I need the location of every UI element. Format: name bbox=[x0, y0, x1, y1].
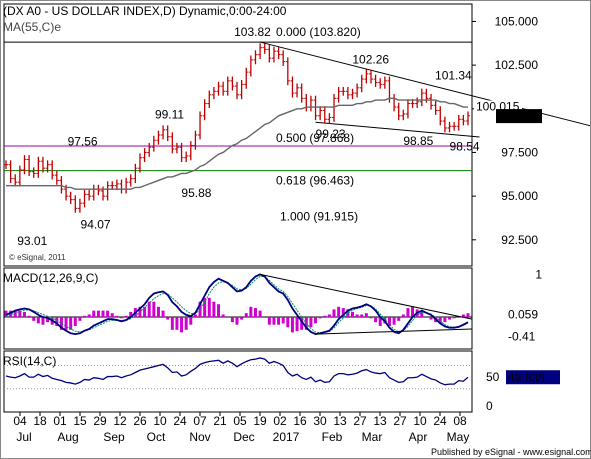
x-tick-label: 21 bbox=[213, 414, 227, 428]
annotation-label-9: 95.88 bbox=[181, 186, 211, 200]
price-ytick-label: 92.500 bbox=[501, 233, 538, 247]
annotation-label-5: 99.23 bbox=[316, 127, 346, 141]
ma55-line bbox=[6, 97, 468, 190]
x-month-label: Nov bbox=[189, 430, 210, 444]
x-tick-label: 24 bbox=[433, 414, 447, 428]
fib-label-2: 0.618 (96.463) bbox=[276, 174, 354, 188]
last-price-label: 99.582 bbox=[498, 110, 535, 124]
x-tick-label: 29 bbox=[93, 414, 107, 428]
annotation-label-11: 93.01 bbox=[17, 234, 47, 248]
x-tick-label: 02 bbox=[273, 414, 287, 428]
x-month-label: Jul bbox=[16, 430, 31, 444]
last-price-box bbox=[496, 109, 542, 124]
x-tick-label: 13 bbox=[333, 414, 347, 428]
x-tick-label: 15 bbox=[73, 414, 87, 428]
annotation-label-4: 99.11 bbox=[155, 107, 184, 121]
x-month-label: 2017 bbox=[273, 430, 300, 444]
x-month-label: Apr bbox=[409, 430, 428, 444]
ma-legend: MA(55,C)e bbox=[3, 20, 61, 34]
macd-signal-value-label: -0.41 bbox=[508, 330, 536, 344]
macd-ytick-label: 1 bbox=[535, 267, 542, 281]
macd-frame bbox=[3, 267, 473, 350]
fib-label-1: 0.500 (97.868) bbox=[276, 131, 354, 145]
annotation-label-0: 103.82 bbox=[234, 25, 271, 39]
annotation-label-3: 101.34 bbox=[435, 68, 472, 82]
annotation-label-12: 1.000 (91.915) bbox=[280, 210, 358, 224]
x-tick-label: 26 bbox=[133, 414, 147, 428]
x-month-label: Dec bbox=[233, 430, 254, 444]
x-tick-label: 19 bbox=[253, 414, 267, 428]
x-tick-label: 24 bbox=[173, 414, 187, 428]
macd-value-box bbox=[506, 306, 540, 321]
price-ytick-label: 95.000 bbox=[501, 189, 538, 203]
rsi-line bbox=[5, 357, 469, 386]
x-tick-label: 08 bbox=[453, 414, 467, 428]
x-tick-label: 10 bbox=[413, 414, 427, 428]
price-panel: 103.82 0.000 (103.820) 102.26 101.34 99.11 99… bbox=[4, 25, 591, 248]
annotation-label-6: 98.85 bbox=[403, 134, 433, 148]
rsi-ytick-label: 0 bbox=[486, 399, 493, 413]
x-tick-label: 01 bbox=[53, 414, 67, 428]
x-month-label: Sep bbox=[103, 430, 125, 444]
price-ytick-label: 105.000 bbox=[495, 14, 539, 28]
annotation-label-1: 0.000 (103.820) bbox=[276, 25, 361, 39]
rsi-panel bbox=[4, 357, 472, 390]
annotation-label-10: 94.07 bbox=[81, 217, 111, 231]
x-tick-label: 04 bbox=[13, 414, 27, 428]
x-tick-label: 05 bbox=[233, 414, 247, 428]
x-tick-label: 30 bbox=[313, 414, 327, 428]
macd-panel bbox=[4, 273, 473, 336]
macd-signal-line bbox=[5, 276, 469, 334]
x-month-label: May bbox=[447, 430, 470, 444]
x-tick-label: 13 bbox=[373, 414, 387, 428]
annotation-label-2: 102.26 bbox=[352, 52, 389, 66]
watermark: © eSignal, 2011 bbox=[9, 253, 66, 262]
price-ytick-label: 102.500 bbox=[495, 58, 539, 72]
macd-upper-trendline bbox=[259, 273, 473, 320]
x-tick-label: 16 bbox=[293, 414, 307, 428]
x-month-label: Feb bbox=[322, 430, 343, 444]
x-tick-label: 07 bbox=[193, 414, 207, 428]
lower-trendline bbox=[315, 121, 480, 138]
x-tick-label: 27 bbox=[393, 414, 407, 428]
annotation-label-7: 98.54 bbox=[450, 139, 480, 153]
macd-line bbox=[5, 273, 469, 336]
rsi-title: RSI(14,C) bbox=[3, 354, 56, 368]
x-tick-label: 12 bbox=[113, 414, 127, 428]
x-tick-label: 27 bbox=[353, 414, 367, 428]
price-title: (DX A0 - US DOLLAR INDEX,D) Dynamic,0:00… bbox=[3, 4, 287, 18]
x-month-label: Oct bbox=[147, 430, 166, 444]
macd-title: MACD(12,26,9,C) bbox=[3, 271, 98, 285]
rsi-ytick-label: 50 bbox=[486, 370, 500, 384]
x-month-label: Aug bbox=[57, 430, 78, 444]
x-tick-label: 18 bbox=[33, 414, 47, 428]
price-ytick-label: 97.500 bbox=[501, 145, 538, 159]
rsi-value-label: 49.838 bbox=[508, 371, 545, 385]
macd-value-label: 0.059 bbox=[508, 308, 538, 322]
published-footer: Published by eSignal - www.esignal.com bbox=[431, 447, 591, 457]
x-month-label: Mar bbox=[362, 430, 383, 444]
rsi-value-box bbox=[506, 370, 560, 385]
axes: 92.50095.00097.500102.500105.000100.0159… bbox=[13, 14, 560, 444]
x-tick-label: 10 bbox=[153, 414, 167, 428]
macd-lower-trendline bbox=[315, 328, 473, 335]
annotation-label-8: 97.56 bbox=[68, 134, 98, 148]
price-frame bbox=[3, 3, 473, 267]
